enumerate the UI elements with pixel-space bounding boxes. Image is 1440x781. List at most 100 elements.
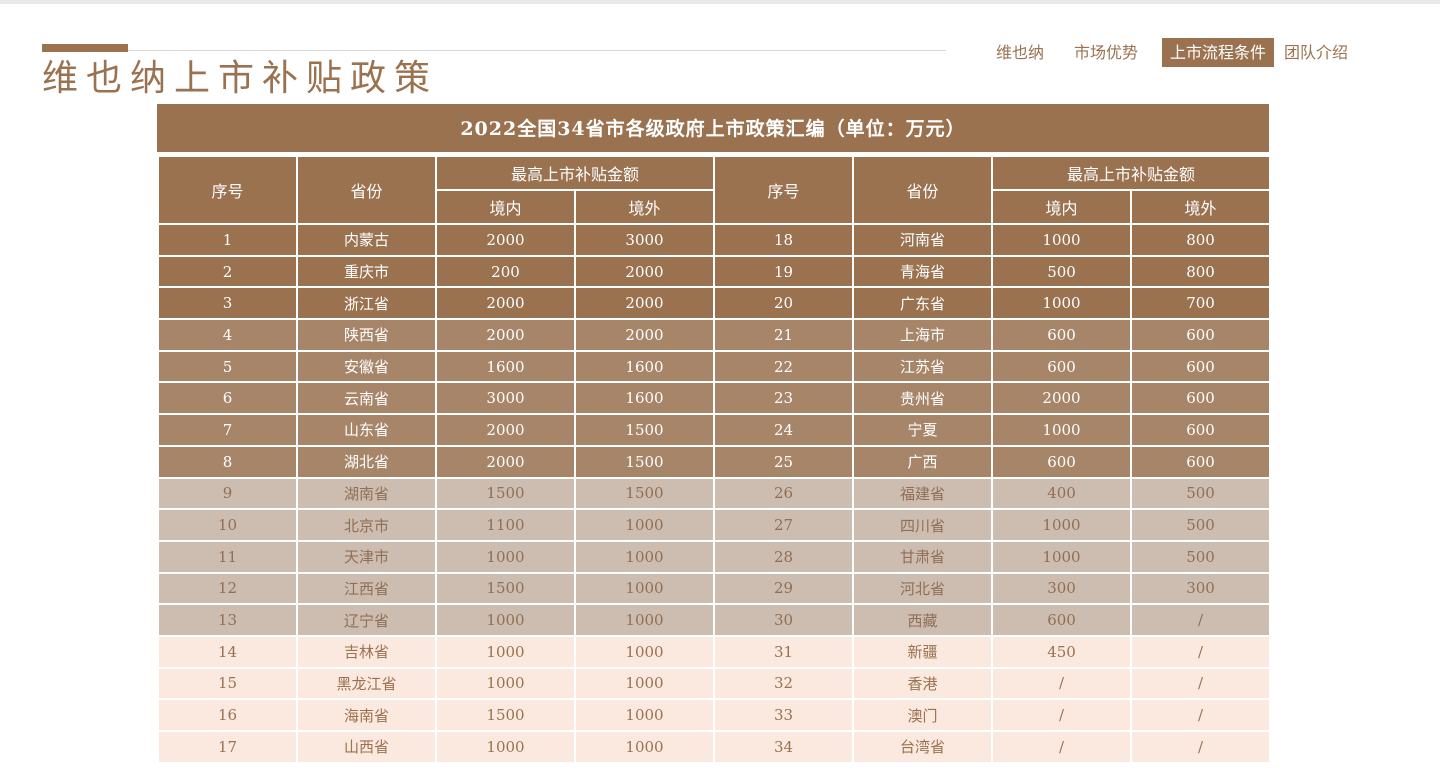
left-overseas-cell: 1000	[573, 603, 716, 637]
header-max-subsidy-left: 最高上市补贴金额	[434, 155, 716, 191]
left-seq-cell: 3	[157, 286, 298, 321]
left-domestic-cell: 2000	[435, 318, 576, 352]
left-overseas-cell: 1000	[573, 508, 716, 542]
left-overseas-cell: 2000	[573, 318, 716, 352]
left-domestic-cell: 2000	[435, 444, 576, 479]
left-seq-cell: 5	[157, 349, 298, 384]
left-seq-cell: 6	[157, 381, 298, 416]
left-province-cell: 云南省	[296, 381, 437, 416]
header-province-right: 省份	[852, 155, 994, 225]
right-domestic-cell: 1000	[991, 286, 1133, 321]
right-domestic-cell: 600	[991, 349, 1133, 384]
table-caption: 2022全国34省市各级政府上市政策汇编（单位：万元）	[157, 104, 1269, 152]
left-overseas-cell: 1000	[573, 666, 716, 701]
right-province-cell: 甘肃省	[852, 539, 994, 574]
right-province-cell: 青海省	[852, 254, 994, 289]
right-seq-cell: 23	[713, 381, 855, 416]
right-domestic-cell: 600	[991, 603, 1133, 637]
right-domestic-cell: /	[991, 730, 1133, 764]
right-domestic-cell: 600	[991, 444, 1133, 479]
right-province-cell: 河南省	[852, 223, 994, 257]
right-overseas-cell: 700	[1130, 286, 1272, 321]
right-seq-cell: 34	[713, 730, 855, 764]
right-seq-cell: 21	[713, 318, 855, 352]
right-seq-cell: 20	[713, 286, 855, 321]
right-domestic-cell: 1000	[991, 508, 1133, 542]
left-domestic-cell: 2000	[435, 286, 576, 321]
right-seq-cell: 26	[713, 476, 855, 511]
nav-item-team[interactable]: 团队介绍	[1284, 43, 1349, 62]
left-overseas-cell: 1000	[573, 539, 716, 574]
left-domestic-cell: 1000	[435, 666, 576, 701]
right-overseas-cell: 500	[1130, 539, 1272, 574]
right-overseas-cell: 600	[1130, 413, 1272, 447]
right-province-cell: 香港	[852, 666, 994, 701]
right-domestic-cell: 300	[991, 571, 1133, 606]
table-row: 10 北京市 1100 1000 27 四川省 1000 500	[157, 508, 1272, 542]
table-row: 13 辽宁省 1000 1000 30 西藏 600/	[157, 603, 1272, 637]
right-province-cell: 广东省	[852, 286, 994, 321]
left-domestic-cell: 1600	[435, 349, 576, 384]
header-seq-left: 序号	[157, 155, 298, 225]
left-province-cell: 重庆市	[296, 254, 437, 289]
right-seq-cell: 22	[713, 349, 855, 384]
table-row: 8 湖北省 2000 1500 25 广西 600 600	[157, 444, 1272, 479]
right-overseas-cell: 500	[1130, 508, 1272, 542]
table-row: 4 陕西省 2000 2000 21 上海市 600 600	[157, 318, 1272, 352]
right-domestic-cell: 450	[991, 634, 1133, 669]
left-seq-cell: 2	[157, 254, 298, 289]
left-province-cell: 吉林省	[296, 634, 437, 669]
right-province-cell: 四川省	[852, 508, 994, 542]
table-body: 1 内蒙古 2000 3000 18 河南省 1000 800 2 重庆市 200 2000 19 青海省…	[157, 223, 1272, 764]
right-province-cell: 台湾省	[852, 730, 994, 764]
right-domestic-cell: 1000	[991, 223, 1133, 257]
left-province-cell: 海南省	[296, 698, 437, 732]
left-overseas-cell: 1600	[573, 349, 716, 384]
left-seq-cell: 17	[157, 730, 298, 764]
header-domestic-right: 境内	[991, 189, 1133, 225]
right-domestic-cell: 500	[991, 254, 1133, 289]
left-overseas-cell: 1500	[573, 444, 716, 479]
right-province-cell: 上海市	[852, 318, 994, 352]
right-province-cell: 广西	[852, 444, 994, 479]
right-overseas-cell: 500	[1130, 476, 1272, 511]
left-overseas-cell: 2000	[573, 286, 716, 321]
top-nav: 维也纳 市场优势 上市流程条件 团队介绍	[990, 38, 1354, 67]
header-overseas-right: 境外	[1130, 189, 1272, 225]
left-domestic-cell: 3000	[435, 381, 576, 416]
left-province-cell: 浙江省	[296, 286, 437, 321]
right-overseas-cell: 600	[1130, 318, 1272, 352]
left-seq-cell: 7	[157, 413, 298, 447]
left-province-cell: 北京市	[296, 508, 437, 542]
right-overseas-cell: 600	[1130, 381, 1272, 416]
left-province-cell: 天津市	[296, 539, 437, 574]
left-domestic-cell: 1500	[435, 571, 576, 606]
left-domestic-cell: 200	[435, 254, 576, 289]
left-province-cell: 黑龙江省	[296, 666, 437, 701]
nav-item-market-advantages[interactable]: 市场优势	[1074, 43, 1139, 62]
header-domestic-left: 境内	[435, 189, 576, 225]
table-row: 2 重庆市 200 2000 19 青海省 500 800	[157, 254, 1272, 289]
left-domestic-cell: 1500	[435, 698, 576, 732]
top-divider-bar	[0, 0, 1440, 4]
right-province-cell: 河北省	[852, 571, 994, 606]
left-domestic-cell: 1500	[435, 476, 576, 511]
right-overseas-cell: 600	[1130, 349, 1272, 384]
right-domestic-cell: 2000	[991, 381, 1133, 416]
left-province-cell: 山东省	[296, 413, 437, 447]
right-province-cell: 宁夏	[852, 413, 994, 447]
left-seq-cell: 14	[157, 634, 298, 669]
table-row: 3 浙江省 2000 2000 20 广东省 1000 700	[157, 286, 1272, 321]
left-seq-cell: 9	[157, 476, 298, 511]
right-province-cell: 新疆	[852, 634, 994, 669]
nav-item-listing-process[interactable]: 上市流程条件	[1162, 38, 1275, 67]
nav-item-vienna[interactable]: 维也纳	[996, 43, 1045, 62]
right-overseas-cell: /	[1130, 634, 1272, 669]
left-domestic-cell: 2000	[435, 223, 576, 257]
table-row: 6 云南省 3000 1600 23 贵州省 2000 600	[157, 381, 1272, 416]
left-seq-cell: 1	[157, 223, 298, 257]
left-domestic-cell: 1000	[435, 634, 576, 669]
left-overseas-cell: 2000	[573, 254, 716, 289]
left-domestic-cell: 1000	[435, 730, 576, 764]
right-seq-cell: 28	[713, 539, 855, 574]
